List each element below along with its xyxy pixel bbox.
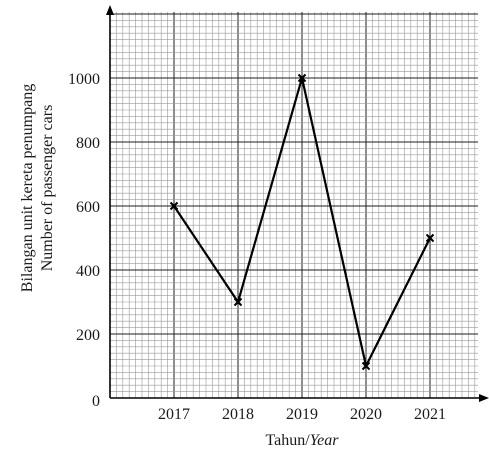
- y-tick-label-200: 200: [76, 327, 100, 344]
- y-tick-label-1000: 1000: [68, 71, 100, 88]
- data-point-2018: [233, 297, 243, 307]
- data-point-2020: [361, 361, 371, 371]
- chart-grid: [109, 12, 478, 399]
- origin-label: 0: [92, 393, 100, 410]
- x-tick-label-2017: 2017: [158, 406, 190, 423]
- y-tick-label-600: 600: [76, 199, 100, 216]
- x-tick-labels: 2017 2018 2019 2020 2021: [158, 406, 446, 423]
- y-axis-label-line1: Bilangan unit kereta penumpang: [19, 84, 36, 292]
- x-marker-stroke: [361, 361, 371, 371]
- x-marker-stroke: [233, 297, 243, 307]
- x-axis-label-italic: Year: [310, 432, 340, 449]
- y-axis-arrow: [106, 5, 114, 15]
- series-passenger-cars: [169, 73, 435, 371]
- y-axis-label-line2: Number of passenger cars: [39, 105, 56, 272]
- y-tick-label-400: 400: [76, 263, 100, 280]
- data-point-2019: [297, 73, 307, 83]
- x-tick-label-2019: 2019: [286, 406, 318, 423]
- data-point-2017: [169, 201, 179, 211]
- y-tick-labels: 200 400 600 800 1000: [68, 71, 100, 344]
- x-axis-label-main: Tahun/: [266, 432, 311, 449]
- chart-axes: [106, 5, 489, 402]
- x-axis-label: Tahun/Year: [266, 432, 340, 449]
- data-point-2021: [425, 233, 435, 243]
- x-axis-arrow: [479, 394, 489, 402]
- x-marker-stroke: [425, 233, 435, 243]
- x-tick-label-2018: 2018: [222, 406, 254, 423]
- x-tick-label-2021: 2021: [414, 406, 446, 423]
- x-tick-label-2020: 2020: [350, 406, 382, 423]
- y-tick-label-800: 800: [76, 135, 100, 152]
- x-marker-stroke: [297, 73, 307, 83]
- x-marker-stroke: [169, 201, 179, 211]
